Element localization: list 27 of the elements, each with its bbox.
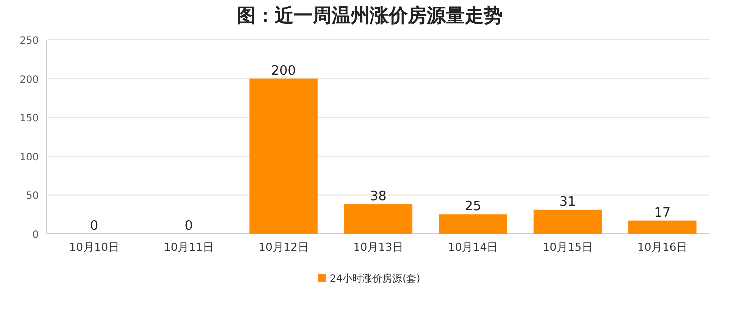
y-tick-label: 100 (20, 152, 39, 164)
x-tick-label: 10月15日 (542, 241, 593, 254)
bar (439, 214, 508, 234)
bar (344, 204, 413, 234)
legend-label: 24小时涨价房源(套) (330, 273, 421, 285)
data-label: 200 (271, 64, 296, 79)
chart-title: 图：近一周温州涨价房源量走势 (237, 5, 503, 27)
data-label: 31 (560, 194, 576, 210)
bar (250, 78, 318, 234)
y-tick-label: 150 (20, 114, 39, 125)
data-label: 17 (654, 206, 671, 221)
x-tick-label: 10月12日 (258, 241, 309, 254)
x-tick-label: 10月14日 (448, 241, 498, 254)
bar (534, 210, 602, 234)
x-tick-label: 10月10日 (69, 241, 120, 254)
y-tick-label: 0 (32, 230, 39, 241)
x-tick-label: 10月13日 (354, 241, 404, 254)
x-tick-label: 10月11日 (164, 241, 214, 254)
data-label: 25 (464, 200, 482, 215)
y-tick-label: 250 (20, 36, 39, 47)
data-label: 0 (90, 219, 98, 234)
data-label: 0 (184, 219, 194, 234)
x-tick-label: 10月16日 (638, 241, 688, 254)
y-tick-label: 200 (20, 74, 39, 86)
y-tick-label: 50 (26, 191, 39, 202)
data-label: 38 (370, 190, 387, 205)
bar (628, 220, 697, 234)
